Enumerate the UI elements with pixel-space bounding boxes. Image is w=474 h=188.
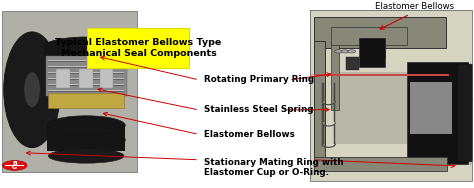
Bar	[48, 84, 124, 86]
Ellipse shape	[48, 149, 124, 163]
Text: B: B	[12, 161, 17, 166]
Ellipse shape	[47, 116, 125, 135]
Bar	[2, 11, 137, 172]
Bar	[48, 93, 124, 108]
FancyBboxPatch shape	[458, 64, 473, 162]
Bar	[100, 69, 113, 88]
Bar	[314, 74, 449, 76]
Text: Elastomer Bellows: Elastomer Bellows	[375, 2, 454, 11]
Bar	[334, 104, 336, 122]
Bar	[346, 57, 359, 70]
Bar	[335, 72, 449, 144]
Bar	[359, 38, 384, 67]
Bar	[322, 83, 324, 101]
Ellipse shape	[47, 129, 125, 151]
Bar	[48, 60, 124, 62]
Bar	[334, 83, 336, 101]
Bar	[79, 69, 93, 88]
Bar	[48, 66, 124, 68]
Circle shape	[347, 50, 356, 53]
Bar	[314, 158, 447, 171]
Bar	[310, 10, 472, 181]
Bar	[410, 82, 452, 133]
Circle shape	[335, 50, 343, 53]
Bar	[48, 78, 124, 80]
Bar	[47, 125, 125, 151]
Circle shape	[341, 50, 349, 53]
Bar	[48, 84, 124, 85]
Text: Stainless Steel Spring: Stainless Steel Spring	[204, 105, 313, 114]
Ellipse shape	[44, 37, 128, 56]
Bar	[331, 27, 407, 45]
Bar	[310, 10, 472, 181]
Ellipse shape	[4, 32, 61, 148]
Bar	[407, 62, 468, 164]
Text: Stationary Mating Ring with
Elastomer Cup or O-Ring.: Stationary Mating Ring with Elastomer Cu…	[204, 158, 344, 177]
Bar	[48, 78, 124, 79]
Bar	[48, 90, 124, 91]
Text: Typical Elastomer Bellows Type
Mechanical Seal Components: Typical Elastomer Bellows Type Mechanica…	[55, 38, 221, 58]
Bar	[322, 104, 324, 122]
Bar	[48, 72, 124, 74]
Bar	[322, 126, 324, 144]
Bar	[48, 72, 124, 73]
Bar	[44, 43, 128, 56]
Bar	[362, 38, 384, 58]
Text: Elastomer Bellows: Elastomer Bellows	[204, 130, 295, 139]
Text: G: G	[12, 165, 17, 170]
Bar	[314, 17, 446, 48]
Bar	[5, 165, 24, 166]
Bar	[48, 60, 124, 61]
Bar	[46, 56, 127, 96]
Bar	[334, 126, 336, 144]
Ellipse shape	[24, 72, 40, 108]
Text: Rotating Primary Ring: Rotating Primary Ring	[204, 75, 314, 84]
Circle shape	[2, 161, 27, 170]
Bar	[331, 41, 339, 110]
Bar	[314, 41, 325, 164]
Bar	[56, 69, 70, 88]
Bar	[87, 28, 189, 68]
Bar	[48, 66, 124, 67]
Bar	[48, 90, 124, 92]
